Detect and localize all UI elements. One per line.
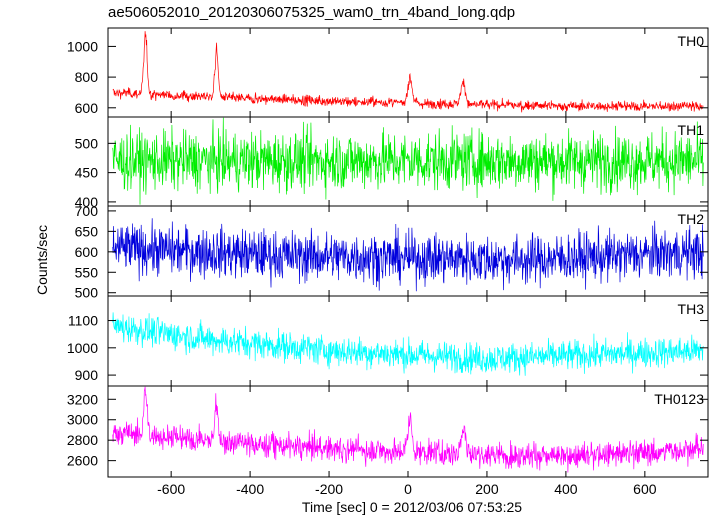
y-tick-label: 3200 (67, 391, 98, 407)
y-tick-label: 800 (75, 69, 99, 85)
x-tick-label: 200 (475, 481, 499, 497)
x-tick-label: 600 (633, 481, 657, 497)
y-tick-label: 450 (75, 165, 99, 181)
y-axis-label: Counts/sec (34, 225, 50, 295)
y-tick-label: 700 (75, 203, 99, 219)
panel-label-th3: TH3 (678, 301, 705, 317)
plot-title: ae506052010_20120306075325_wam0_trn_4ban… (108, 4, 516, 21)
y-tick-label: 600 (75, 244, 99, 260)
y-tick-label: 400 (75, 194, 99, 210)
panels-layer: 600 800 1000 TH0 400 450 500 TH1 500 550 600 650 700… (67, 27, 709, 478)
series-th2 (112, 218, 704, 292)
y-tick-label: 1000 (67, 340, 98, 356)
panel-th0123: 2600 2800 3000 3200 TH0123 (67, 385, 709, 478)
panel-th1: 400 450 500 TH1 (75, 116, 709, 210)
series-th3 (112, 312, 704, 376)
panel-th3: 900 1000 1100 TH3 (67, 295, 709, 387)
panel-label-th0: TH0 (678, 33, 705, 49)
series-th0123 (112, 386, 704, 473)
series-th1 (112, 117, 704, 205)
panel-label-th1: TH1 (678, 122, 705, 138)
y-tick-label: 500 (75, 285, 99, 301)
panel-label-th0123: TH0123 (654, 391, 704, 407)
panel-th0: 600 800 1000 TH0 (67, 27, 709, 118)
x-axis: -600 -400 -200 0 200 400 600 (157, 481, 657, 497)
x-tick-label: -400 (236, 481, 264, 497)
y-tick-label: 2600 (67, 453, 98, 469)
y-tick-label: 550 (75, 264, 99, 280)
x-tick-label: 0 (404, 481, 412, 497)
y-tick-label: 600 (75, 100, 99, 116)
y-tick-label: 3000 (67, 412, 98, 428)
x-tick-label: -200 (315, 481, 343, 497)
y-tick-label: 1000 (67, 38, 98, 54)
panel-th2: 500 550 600 650 700 TH2 (75, 203, 709, 301)
x-axis-label: Time [sec] 0 = 2012/03/06 07:53:25 (302, 499, 522, 515)
x-tick-label: 400 (554, 481, 578, 497)
y-tick-label: 500 (75, 135, 99, 151)
y-tick-label: 2800 (67, 432, 98, 448)
panel-label-th2: TH2 (678, 211, 705, 227)
x-tick-label: -600 (157, 481, 185, 497)
y-tick-label: 1100 (68, 313, 98, 329)
y-tick-label: 900 (75, 367, 99, 383)
panel-frame (107, 385, 709, 478)
series-th0 (112, 31, 704, 113)
y-tick-label: 650 (75, 223, 99, 239)
